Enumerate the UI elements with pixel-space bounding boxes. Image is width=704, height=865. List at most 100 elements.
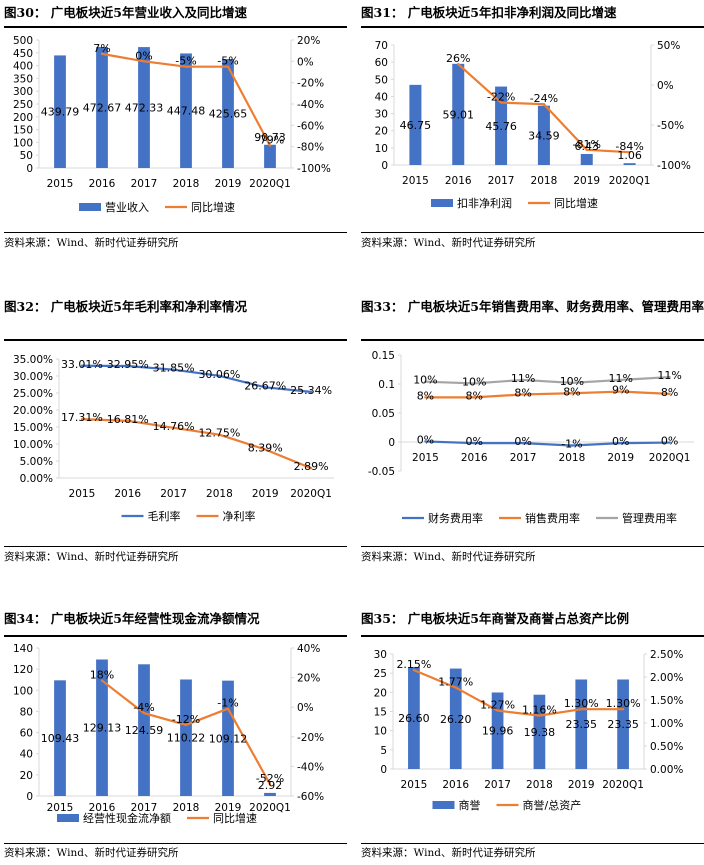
y-tick-label-right-50: -50% [657, 120, 684, 132]
data-label-2-2015: 10% [413, 374, 437, 387]
y-tick-label-left-30-00: 30.00% [13, 371, 53, 383]
chart-fig35: 0 5 10 15 20 25 30 0.00% 0.50% 1.00% 1.50% 2.00% 2.5… [374, 649, 684, 812]
point-1-2020Q1 [309, 466, 313, 470]
y-tick-label-left-50: 50 [375, 74, 388, 86]
data-label-0-2015: 46.75 [400, 119, 432, 132]
data-label-1-2019: 9% [612, 384, 629, 397]
x-tick-label-2018: 2018 [526, 779, 553, 791]
y-tick-label-right-0-50: 0.50% [650, 741, 683, 753]
data-label-1-2018: 1.16% [522, 704, 557, 717]
y-tick-label-left-30: 30 [374, 649, 387, 661]
bar-2016 [96, 659, 108, 796]
panel-fig35: 图35： 广电板块近5年商誉及商誉占总资产比例 0 5 10 15 20 25 30 0.00… [361, 609, 704, 865]
legend-label-0: 经营性现金流净额 [83, 811, 171, 825]
x-tick-label-2017: 2017 [160, 488, 187, 500]
y-tick-label-right-0: 0% [297, 56, 314, 68]
y-tick-label-left-20: 20 [20, 770, 33, 782]
bar-2015 [408, 667, 420, 769]
bar-2019 [575, 679, 588, 769]
y-tick-label-right-40: 40% [297, 643, 320, 655]
point-1-2018 [184, 723, 188, 727]
y-tick-label-left-50: 50 [20, 150, 33, 162]
data-label-1-2019: 8.39% [248, 441, 283, 454]
x-tick-label-2015: 2015 [47, 178, 74, 190]
figure-title: 图32： 广电板块近5年毛利率和净利率情况 [4, 299, 247, 314]
legend-label-1: 同比增速 [554, 196, 598, 210]
data-label-0-2019: 26.67% [244, 379, 286, 392]
data-label-0-2020Q1: 0% [661, 435, 678, 448]
bar-2020Q1 [617, 679, 629, 769]
x-tick-label-2016: 2016 [114, 488, 141, 500]
data-label-0-2019: 23.35 [566, 718, 598, 731]
bar-2018 [537, 105, 550, 165]
title-rule [4, 635, 347, 637]
data-label-1-2019: 1.30% [564, 697, 599, 710]
figure-title: 图33： 广电板块近5年销售费用率、财务费用率、管理费用率 [361, 299, 704, 314]
y-tick-label-right-100: -100% [297, 163, 331, 175]
legend-label-0: 毛利率 [148, 509, 181, 523]
bar-2019 [222, 59, 234, 168]
data-label-0-2019: 425.65 [209, 108, 248, 121]
data-label-0-2016: 59.01 [443, 108, 475, 121]
panel-fig30: 图30： 广电板块近5年营业收入及同比增速 0 50 100 150 200 250 300… [4, 0, 347, 256]
data-label-0-2016: 32.95% [107, 358, 149, 371]
bar-2015 [54, 680, 66, 796]
x-tick-label-2017: 2017 [131, 178, 158, 190]
point-1-2019 [580, 708, 583, 711]
figure-title: 图30： 广电板块近5年营业收入及同比增速 [4, 5, 247, 20]
data-label-0-2016: 26.20 [440, 713, 472, 726]
point-1-2020Q1 [268, 144, 272, 147]
x-tick-label-2018: 2018 [173, 178, 200, 190]
data-label-1-2018: -24% [530, 92, 558, 105]
panel-fig31: 图31： 广电板块近5年扣非净利润及同比增速 0 10 20 30 40 50 60 70 -1… [361, 0, 704, 256]
data-label-1-2016: 16.81% [107, 413, 149, 426]
data-label-1-2019: -1% [217, 697, 238, 710]
x-tick-label-2015: 2015 [402, 175, 429, 187]
legend-label-0: 营业收入 [105, 200, 149, 214]
chart-fig32: 0.00% 5.00% 10.00% 15.00% 20.00% 25.00% 30.00%… [13, 354, 334, 523]
data-label-0-2015: 0% [417, 433, 434, 446]
bar-2017 [491, 692, 504, 769]
source-note: 资料来源：Wind、新时代证券研究所 [4, 551, 179, 563]
data-label-1-2016: 8% [466, 389, 483, 402]
series-line-1 [81, 418, 312, 470]
data-label-0-2019: 6.43 [575, 140, 600, 153]
data-label-0-2017: 45.76 [485, 120, 517, 133]
data-label-1-2017: 8% [514, 386, 531, 399]
point-1-2018 [570, 392, 574, 395]
legend-swatch-0 [431, 199, 453, 207]
source-rule [361, 546, 704, 547]
y-tick-label-left-0-00: 0.00% [20, 473, 53, 485]
y-tick-label-right-20: 20% [297, 35, 320, 47]
point-2-2016 [473, 382, 476, 385]
legend-label-0: 商誉 [459, 798, 481, 812]
x-tick-label-2017: 2017 [488, 175, 515, 187]
y-tick-label-left-40: 40 [20, 749, 33, 761]
source-rule [361, 232, 704, 233]
y-tick-label-left-250: 250 [13, 99, 33, 111]
panel-fig34: 图34： 广电板块近5年经营性现金流净额情况 0 20 40 60 80 100 120 14… [4, 609, 347, 865]
source-note: 资料来源：Wind、新时代证券研究所 [361, 847, 536, 859]
y-tick-label-right-20: 20% [297, 673, 320, 685]
x-tick-label-2015: 2015 [401, 779, 428, 791]
point-1-2020Q1 [628, 151, 631, 154]
y-tick-label-right-0-00: 0.00% [650, 764, 683, 776]
data-label-1-2020Q1: -79% [256, 134, 284, 147]
y-tick-label-right-50: 50% [657, 40, 680, 52]
source-note: 资料来源：Wind、新时代证券研究所 [4, 847, 179, 859]
data-label-0-2020Q1: 25.34% [290, 384, 332, 397]
x-tick-label-2017: 2017 [484, 779, 511, 791]
y-tick-label-right-40: -40% [297, 99, 324, 111]
point-1-2019 [619, 390, 622, 393]
point-2-2017 [521, 378, 525, 382]
point-1-2017 [142, 60, 146, 63]
x-tick-label-2020Q1: 2020Q1 [609, 175, 651, 187]
source-rule [4, 843, 347, 844]
y-tick-label-left-0-05: -0.05 [368, 466, 395, 478]
series-line-1 [425, 390, 670, 399]
y-tick-label-right-20: -20% [297, 78, 324, 90]
y-tick-label-right-60: -60% [297, 120, 324, 132]
data-label-1-2016: 7% [93, 42, 110, 55]
x-tick-label-2019: 2019 [215, 802, 242, 814]
